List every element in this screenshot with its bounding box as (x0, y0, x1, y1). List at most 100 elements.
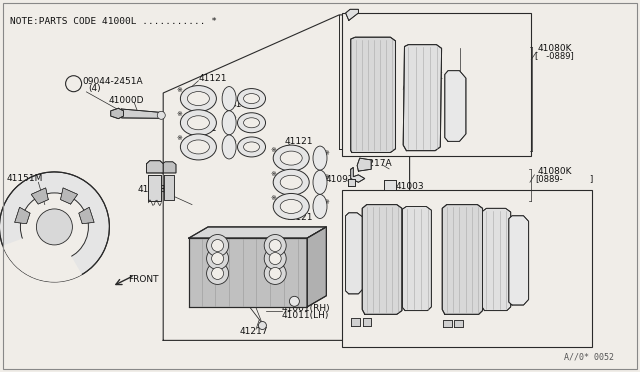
Polygon shape (60, 188, 77, 204)
Text: 41000D: 41000D (109, 96, 144, 105)
Polygon shape (403, 45, 442, 151)
Ellipse shape (273, 193, 309, 219)
Text: ※: ※ (270, 195, 276, 201)
Text: 41128: 41128 (138, 185, 166, 194)
Polygon shape (147, 161, 163, 173)
Ellipse shape (188, 116, 209, 130)
Text: 41217A: 41217A (357, 159, 392, 168)
Text: 41121: 41121 (285, 213, 314, 222)
Polygon shape (362, 205, 402, 314)
Text: 41003: 41003 (396, 182, 424, 191)
Polygon shape (445, 71, 466, 141)
Text: 41217: 41217 (240, 327, 269, 336)
Circle shape (36, 209, 72, 245)
Polygon shape (357, 158, 371, 171)
Text: 09044-2451A: 09044-2451A (82, 77, 143, 86)
Polygon shape (351, 167, 365, 182)
Text: [   -0889]: [ -0889] (535, 51, 574, 60)
Ellipse shape (180, 86, 216, 112)
Polygon shape (122, 109, 160, 118)
Wedge shape (3, 227, 82, 282)
Text: (4): (4) (88, 84, 101, 93)
Ellipse shape (313, 195, 327, 218)
Text: 41080K: 41080K (538, 44, 572, 53)
Text: ※: ※ (230, 139, 237, 145)
Polygon shape (111, 108, 124, 119)
Text: 41011(LH): 41011(LH) (282, 311, 329, 320)
Text: 41121: 41121 (198, 74, 227, 83)
Circle shape (264, 234, 286, 257)
Text: ※: ※ (323, 174, 330, 180)
Bar (342, 190, 592, 347)
Circle shape (212, 267, 223, 279)
Circle shape (207, 247, 228, 270)
Ellipse shape (237, 137, 266, 157)
Polygon shape (348, 179, 355, 186)
Circle shape (269, 240, 281, 251)
Polygon shape (307, 227, 326, 307)
Polygon shape (15, 207, 30, 224)
Text: B: B (71, 79, 76, 88)
Circle shape (264, 247, 286, 270)
Text: 41121: 41121 (230, 100, 259, 109)
Polygon shape (346, 213, 364, 294)
Polygon shape (442, 205, 483, 314)
Polygon shape (403, 206, 431, 311)
Ellipse shape (222, 87, 236, 110)
Text: ※: ※ (221, 91, 227, 97)
Polygon shape (346, 9, 358, 20)
Circle shape (207, 234, 228, 257)
Text: 41092: 41092 (325, 175, 354, 184)
Text: ※: ※ (323, 150, 330, 156)
Ellipse shape (313, 146, 327, 170)
Circle shape (269, 253, 281, 264)
Polygon shape (164, 175, 174, 200)
Text: 41151M: 41151M (6, 174, 43, 183)
Text: 41121: 41121 (189, 124, 218, 133)
Polygon shape (363, 318, 371, 326)
Polygon shape (351, 318, 360, 326)
Ellipse shape (243, 118, 260, 128)
Circle shape (207, 262, 228, 285)
Text: 41121: 41121 (285, 137, 314, 146)
Text: ]: ] (589, 174, 592, 183)
Polygon shape (162, 162, 176, 173)
Text: FRONT: FRONT (128, 275, 159, 283)
Text: ※: ※ (176, 135, 182, 141)
Text: ※: ※ (270, 147, 276, 153)
Circle shape (66, 76, 82, 92)
Text: ※: ※ (176, 87, 182, 93)
Ellipse shape (180, 134, 216, 160)
Text: 41000K: 41000K (408, 72, 443, 81)
Ellipse shape (237, 89, 266, 109)
Text: ※: ※ (148, 180, 154, 189)
Ellipse shape (222, 135, 236, 159)
Ellipse shape (222, 111, 236, 135)
Circle shape (259, 321, 266, 330)
Circle shape (212, 240, 223, 251)
Ellipse shape (180, 110, 216, 136)
Ellipse shape (188, 92, 209, 106)
Circle shape (20, 193, 88, 261)
Polygon shape (351, 37, 396, 153)
Ellipse shape (280, 151, 302, 165)
Polygon shape (79, 207, 94, 224)
Circle shape (0, 172, 109, 282)
Text: NOTE:PARTS CODE 41000L ........... *: NOTE:PARTS CODE 41000L ........... * (10, 17, 216, 26)
Ellipse shape (273, 145, 309, 171)
Text: A//0* 0052: A//0* 0052 (564, 353, 614, 362)
Ellipse shape (243, 142, 260, 152)
Ellipse shape (280, 175, 302, 189)
Polygon shape (509, 216, 529, 305)
Text: ※: ※ (270, 171, 276, 177)
Circle shape (264, 262, 286, 285)
Ellipse shape (237, 113, 266, 133)
Circle shape (269, 267, 281, 279)
Text: ※: ※ (176, 111, 182, 117)
Text: 41001(RH): 41001(RH) (282, 304, 330, 313)
Text: [0889-: [0889- (535, 174, 563, 183)
Polygon shape (454, 320, 463, 327)
Ellipse shape (243, 94, 260, 103)
Text: 41080K: 41080K (538, 167, 572, 176)
Polygon shape (189, 227, 326, 238)
